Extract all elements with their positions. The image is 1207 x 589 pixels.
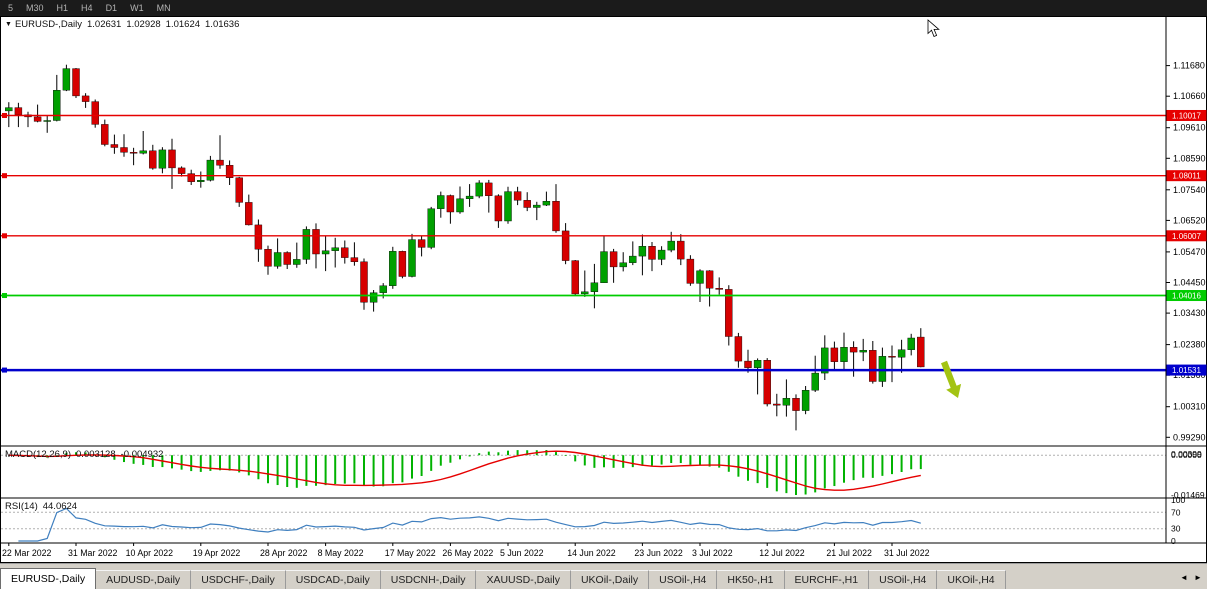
symbol-tab-bar: EURUSD-,Daily AUDUSD-,Daily USDCHF-,Daily U…	[0, 563, 1207, 589]
svg-text:1.11680: 1.11680	[1173, 61, 1205, 71]
symbol-tab[interactable]: EURUSD-,Daily	[0, 568, 97, 589]
symbol-tab[interactable]: HK50-,H1	[717, 570, 785, 589]
timeframe-button-MN[interactable]: MN	[156, 3, 171, 13]
svg-text:22 Mar 2022: 22 Mar 2022	[2, 548, 51, 558]
symbol-tab[interactable]: UKOil-,H4	[937, 570, 1006, 589]
svg-text:1.06520: 1.06520	[1173, 215, 1206, 225]
chart-canvas[interactable]: 1.11680 1.10660 1.09610 1.08590 1.07540 1.065…	[0, 16, 1207, 563]
svg-text:12 Jul 2022: 12 Jul 2022	[759, 548, 805, 558]
timeframe-button-5[interactable]: 5	[8, 3, 14, 13]
mouse-cursor	[927, 19, 940, 38]
svg-text:1.08590: 1.08590	[1173, 153, 1206, 163]
symbol-tab[interactable]: USDCNH-,Daily	[380, 570, 477, 589]
svg-text:19 Apr 2022: 19 Apr 2022	[193, 548, 241, 558]
price-line-tags: 1.10017 1.08011 1.06007 1.04016 1.01531	[1166, 109, 1207, 376]
svg-text:3 Jul 2022: 3 Jul 2022	[692, 548, 733, 558]
support-resistance-lines[interactable]	[1, 112, 1166, 373]
tab-scroll-left-button[interactable]: ◄	[1180, 572, 1188, 582]
svg-text:1.04016: 1.04016	[1172, 292, 1201, 301]
svg-text:23 Jun 2022: 23 Jun 2022	[634, 548, 683, 558]
timeframe-button-H1[interactable]: H1	[56, 3, 69, 13]
symbol-tab[interactable]: USOil-,H4	[869, 570, 938, 589]
svg-text:14 Jun 2022: 14 Jun 2022	[567, 548, 616, 558]
svg-text:1.10017: 1.10017	[1172, 111, 1201, 120]
chart-area[interactable]: 1.11680 1.10660 1.09610 1.08590 1.07540 1.065…	[0, 16, 1207, 563]
svg-text:28 Apr 2022: 28 Apr 2022	[260, 548, 308, 558]
svg-text:1.03430: 1.03430	[1173, 308, 1206, 318]
macd-panel	[1, 450, 1166, 495]
svg-text:1.09610: 1.09610	[1173, 123, 1206, 133]
time-axis[interactable]: 22 Mar 2022 31 Mar 2022 10 Apr 2022 19 Apr …	[2, 543, 930, 558]
svg-text:1.04450: 1.04450	[1173, 278, 1206, 288]
candlestick-series	[5, 64, 925, 431]
svg-text:30: 30	[1171, 524, 1181, 534]
down-arrow-annotation[interactable]	[941, 360, 962, 398]
tab-scroll-right-button[interactable]: ►	[1194, 572, 1202, 582]
svg-text:31 Jul 2022: 31 Jul 2022	[884, 548, 930, 558]
symbol-tab[interactable]: USDCAD-,Daily	[285, 570, 381, 589]
svg-text:5 Jun 2022: 5 Jun 2022	[500, 548, 544, 558]
svg-text:1.02380: 1.02380	[1173, 340, 1206, 350]
tab-scroll-controls: ◄ ►	[1177, 564, 1207, 589]
svg-text:1.01531: 1.01531	[1172, 366, 1201, 375]
svg-text:8 May 2022: 8 May 2022	[318, 548, 364, 558]
svg-text:17 May 2022: 17 May 2022	[385, 548, 436, 558]
symbol-tab[interactable]: EURCHF-,H1	[784, 570, 870, 589]
symbol-tab[interactable]: XAUUSD-,Daily	[476, 570, 571, 589]
svg-text:0: 0	[1171, 536, 1176, 546]
symbol-tab[interactable]: USOil-,H4	[649, 570, 718, 589]
svg-text:31 Mar 2022: 31 Mar 2022	[68, 548, 117, 558]
symbol-tab[interactable]: USDCHF-,Daily	[191, 570, 286, 589]
symbol-tab[interactable]: UKOil-,Daily	[570, 570, 650, 589]
svg-text:1.05470: 1.05470	[1173, 247, 1206, 257]
symbol-tab[interactable]: AUDUSD-,Daily	[96, 570, 192, 589]
svg-text:1.00310: 1.00310	[1173, 402, 1206, 412]
svg-text:-0.01469: -0.01469	[1171, 490, 1205, 500]
svg-text:1.07540: 1.07540	[1173, 185, 1206, 195]
rsi-panel	[1, 507, 1166, 542]
svg-text:1.10660: 1.10660	[1173, 91, 1206, 101]
svg-text:10 Apr 2022: 10 Apr 2022	[126, 548, 174, 558]
svg-text:1.08011: 1.08011	[1172, 172, 1201, 181]
svg-text:1.06007: 1.06007	[1172, 232, 1201, 241]
timeframe-toolbar: 5 M30 H1 H4 D1 W1 MN	[0, 0, 1207, 16]
svg-text:0.99290: 0.99290	[1173, 432, 1206, 442]
timeframe-button-M30[interactable]: M30	[26, 3, 44, 13]
timeframe-button-W1[interactable]: W1	[130, 3, 144, 13]
timeframe-button-H4[interactable]: H4	[81, 3, 93, 13]
svg-text:26 May 2022: 26 May 2022	[442, 548, 493, 558]
svg-text:0.00399: 0.00399	[1171, 449, 1202, 459]
svg-text:70: 70	[1171, 507, 1181, 517]
rsi-axis: 100 70 30 0	[1171, 495, 1185, 546]
symbol-dropdown-icon[interactable]: ▼	[5, 21, 12, 28]
svg-text:21 Jul 2022: 21 Jul 2022	[826, 548, 872, 558]
svg-text:100: 100	[1171, 495, 1185, 505]
svg-text:0.00000: 0.00000	[1171, 450, 1202, 460]
timeframe-button-D1[interactable]: D1	[105, 3, 118, 13]
